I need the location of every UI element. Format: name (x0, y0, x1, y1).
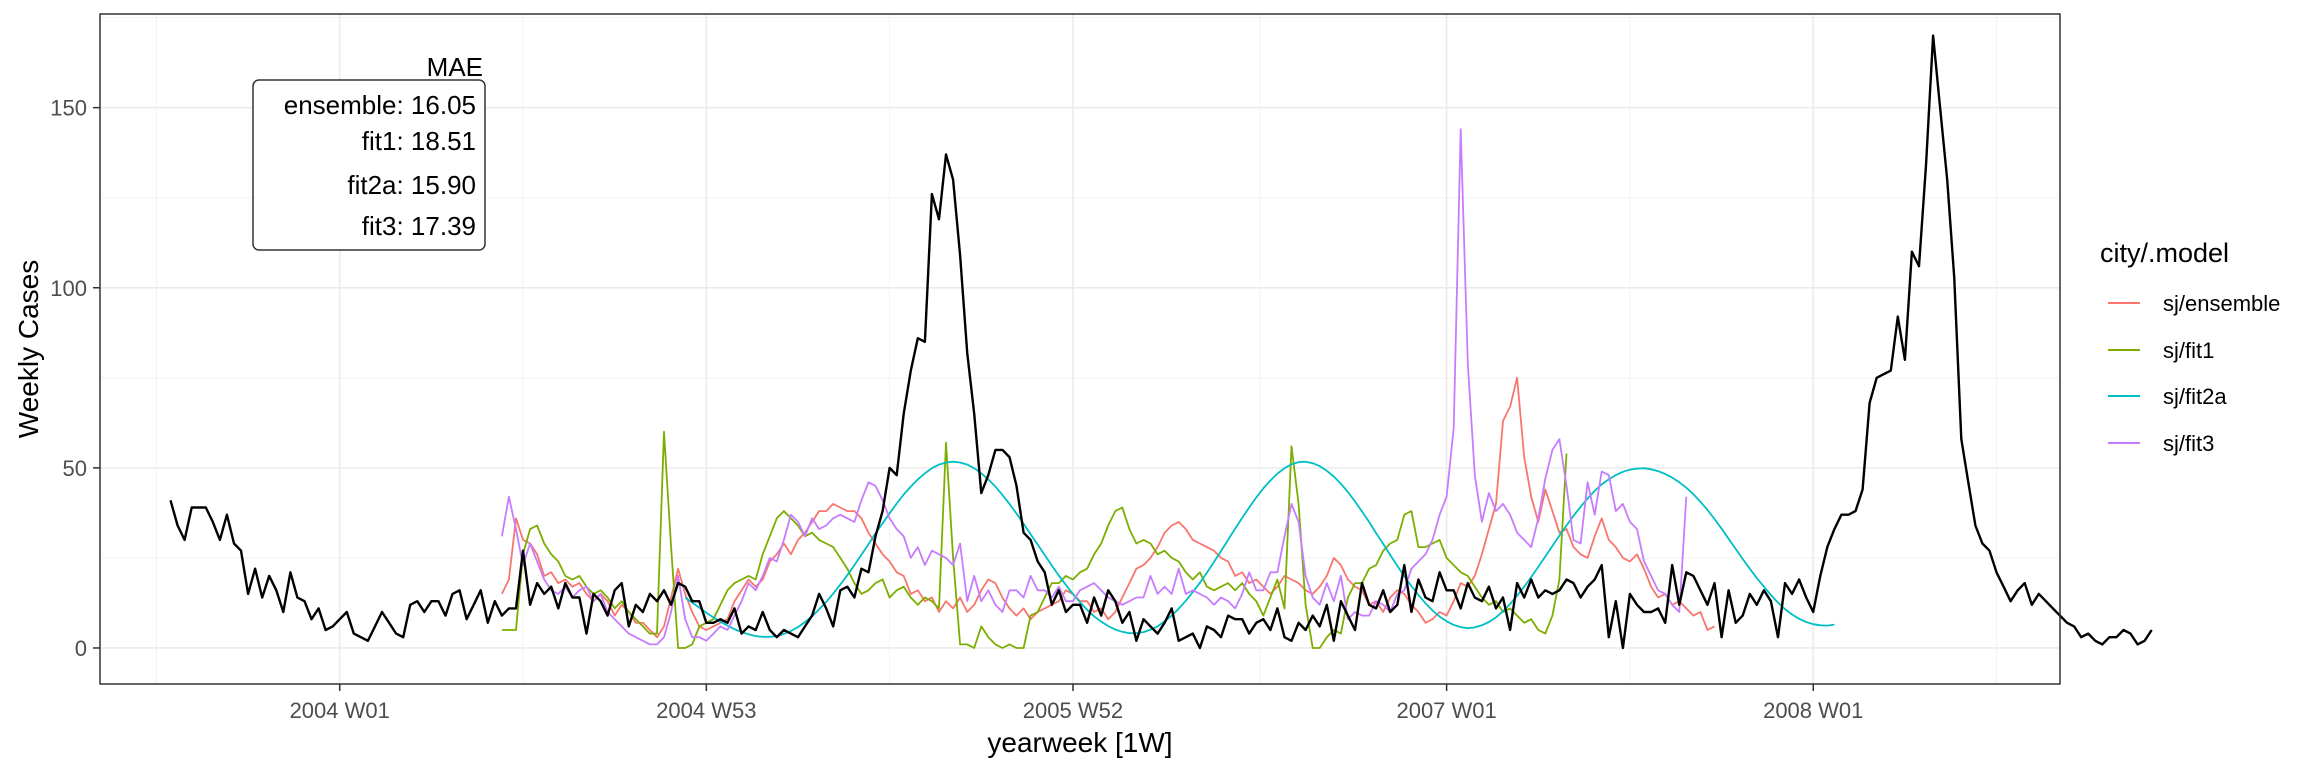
mae-annotation-line: fit3: 17.39 (362, 211, 476, 241)
y-tick-label: 150 (50, 96, 87, 121)
legend-item: sj/ensemble (2108, 291, 2280, 316)
legend-item: sj/fit2a (2108, 384, 2227, 409)
y-tick-label: 100 (50, 276, 87, 301)
series-line-sj-ensemble (501, 376, 1715, 639)
legend-label: sj/fit3 (2163, 431, 2214, 456)
x-tick-label: 2007 W01 (1396, 698, 1496, 723)
y-tick-label: 50 (63, 456, 87, 481)
legend-item: sj/fit1 (2108, 338, 2214, 363)
legend-title: city/.model (2100, 238, 2229, 268)
x-tick-label: 2004 W01 (290, 698, 390, 723)
series-line-sj-fit3 (501, 128, 1688, 646)
mae-annotation-line: fit2a: 15.90 (347, 170, 476, 200)
x-tick-label: 2008 W01 (1763, 698, 1863, 723)
mae-annotation-line: fit1: 18.51 (362, 126, 476, 156)
legend: city/.model sj/ensemble sj/fit1 sj/fit2a… (2100, 238, 2280, 456)
legend-label: sj/ensemble (2163, 291, 2280, 316)
mae-annotation-title: MAE (427, 52, 483, 82)
y-axis-title: Weekly Cases (13, 260, 44, 438)
series-line-sj-fit1 (501, 430, 1568, 649)
y-axis-ticks: 0 50 100 150 (50, 96, 100, 661)
legend-item: sj/fit3 (2108, 431, 2214, 456)
series-line-actual (169, 34, 2153, 650)
mae-annotation-line: ensemble: 16.05 (284, 90, 476, 120)
x-axis-title: yearweek [1W] (987, 727, 1172, 758)
x-tick-label: 2005 W52 (1023, 698, 1123, 723)
mae-annotation: MAE ensemble: 16.05 fit1: 18.51 fit2a: 1… (252, 52, 486, 251)
y-tick-label: 0 (75, 636, 87, 661)
series-layer (169, 34, 2153, 650)
mae-annotation-box (252, 79, 486, 251)
plot-border (99, 13, 2061, 685)
x-tick-label: 2004 W53 (656, 698, 756, 723)
x-axis-ticks: 2004 W01 2004 W53 2005 W52 2007 W01 2008 W01 (290, 684, 1863, 723)
legend-label: sj/fit2a (2163, 384, 2227, 409)
legend-label: sj/fit1 (2163, 338, 2214, 363)
